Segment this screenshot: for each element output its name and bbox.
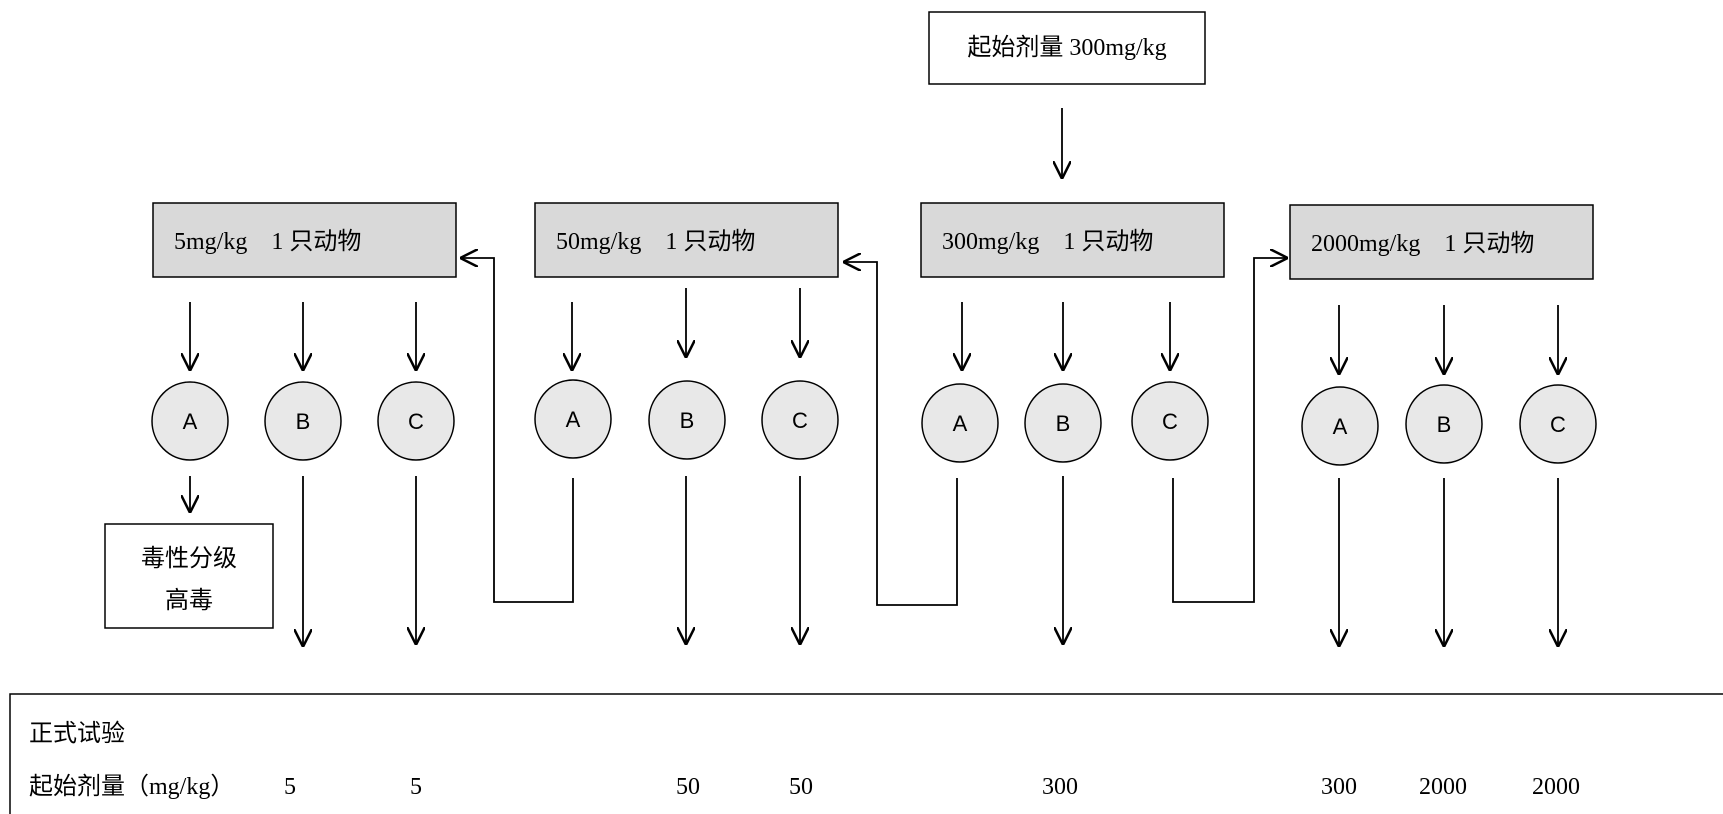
summary-value: 300 [1321, 774, 1357, 800]
outcome-node [1131, 381, 1209, 461]
connector-50-to-5 [462, 258, 574, 603]
start-dose-label: 起始剂量 300mg/kg [967, 34, 1166, 61]
toxicity-line-1: 毒性分级 [141, 545, 237, 572]
summary-value: 5 [410, 774, 422, 800]
outcome-nodes: A B C A B C A B C A B C [151, 379, 1597, 466]
outcome-node [264, 381, 342, 461]
outcome-node-label: B [296, 409, 311, 434]
outcome-node [1301, 386, 1379, 466]
summary-box [9, 693, 1723, 814]
dose-box-5 [152, 202, 457, 278]
dose-step-connectors [462, 258, 1286, 606]
dose-box-2000-label: 2000mg/kg 1 只动物 [1311, 230, 1534, 257]
outcome-node-label: A [183, 409, 198, 434]
arrows-to-summary [303, 476, 1558, 645]
dose-box-50 [534, 202, 839, 278]
summary-value: 5 [284, 774, 296, 800]
summary-value: 50 [676, 774, 700, 800]
toxicity-box [104, 523, 274, 629]
summary-value: 50 [789, 774, 813, 800]
outcome-node-label: A [953, 411, 968, 436]
outcome-node [377, 381, 455, 461]
dose-box-50-label: 50mg/kg 1 只动物 [556, 228, 755, 255]
outcome-node [1519, 384, 1597, 464]
outcome-node-label: B [680, 408, 695, 433]
dose-box-300-label: 300mg/kg 1 只动物 [942, 228, 1153, 255]
outcome-node [921, 383, 999, 463]
outcome-node-label: B [1056, 411, 1071, 436]
dose-box-5-label: 5mg/kg 1 只动物 [174, 228, 361, 255]
outcome-node [1405, 384, 1483, 464]
outcome-node-label: C [408, 409, 424, 434]
dose-box-300 [920, 202, 1225, 278]
outcome-node-label: C [1550, 412, 1566, 437]
outcome-node-label: C [1162, 409, 1178, 434]
connector-300-to-50 [845, 262, 958, 606]
summary-row-label: 起始剂量（mg/kg） [29, 773, 234, 800]
outcome-node [648, 380, 726, 460]
outcome-node [534, 379, 612, 459]
start-dose-box [928, 11, 1206, 85]
outcome-node-label: A [1333, 414, 1348, 439]
dose-box-2000 [1289, 204, 1594, 280]
toxicity-line-2: 高毒 [165, 587, 213, 614]
outcome-node [151, 381, 229, 461]
arrows-to-outcomes [190, 288, 1558, 373]
outcome-node [1024, 383, 1102, 463]
outcome-node-label: C [792, 408, 808, 433]
summary-value: 2000 [1532, 774, 1580, 800]
summary-value: 2000 [1419, 774, 1467, 800]
summary-value: 300 [1042, 774, 1078, 800]
outcome-node-label: B [1437, 412, 1452, 437]
outcome-node [761, 380, 839, 460]
outcome-node-label: A [566, 407, 581, 432]
connector-300-to-2000 [1172, 258, 1286, 603]
summary-title: 正式试验 [29, 720, 125, 747]
